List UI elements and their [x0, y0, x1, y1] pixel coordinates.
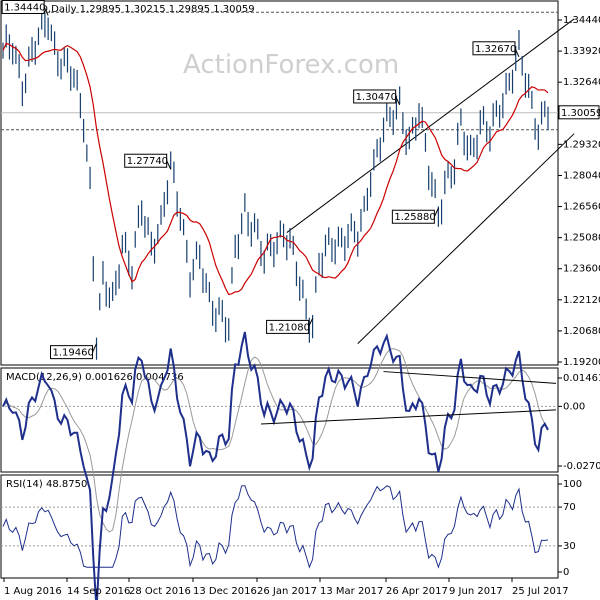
annotation-leader: [92, 343, 97, 353]
x-tick-label: 13 Mar 2017: [320, 586, 383, 597]
macd-panel: [0, 367, 559, 473]
rsi-tick-label: 30: [563, 541, 576, 552]
channel-lower-line: [357, 133, 575, 344]
macd-tick-label: 0.00: [563, 401, 585, 412]
annotation-leader: [43, 6, 49, 16]
x-tick-label: 26 Jan 2017: [257, 586, 317, 597]
rsi-tick-label: 70: [563, 502, 576, 513]
price-tick-label: 1.28040: [563, 170, 600, 181]
annotation-label: 1.30470: [356, 92, 397, 103]
annotation-box: [1, 0, 45, 14]
annotation-label: 1.27740: [127, 156, 168, 167]
annotation-leader: [514, 48, 520, 57]
x-tick-label: 1 Aug 2016: [4, 586, 62, 597]
price-tick-label: 1.25080: [563, 233, 600, 244]
price-panel: [0, 0, 559, 366]
rsi-tick-label: 0: [563, 567, 569, 578]
price-tick-label: 1.29320: [563, 139, 600, 150]
price-tick-label: 1.20680: [563, 326, 600, 337]
macd-plot: [1, 331, 558, 600]
price-tick-label: 1.22120: [563, 295, 600, 306]
annotation-box: [266, 319, 310, 334]
rsi-plot: [1, 485, 558, 569]
x-tick-label: 13 Dec 2016: [193, 586, 257, 597]
annotation-leader: [395, 96, 401, 106]
channel-upper-line: [286, 18, 575, 233]
axes: 1.344401.339201.326401.309601.293201.280…: [3, 15, 600, 597]
current-price-label: 1.30059: [561, 108, 600, 119]
macd-header: MACD(12,26,9) 0.001626 0.004736: [6, 372, 184, 383]
annotation-leader: [433, 208, 439, 217]
price-tick-label: 1.19200: [563, 357, 600, 368]
annotation-box: [50, 345, 94, 360]
moving-average-line: [2, 42, 549, 296]
rsi-line: [2, 485, 549, 569]
price-tick-label: 1.26560: [563, 202, 600, 213]
watermark: ActionForex.com: [183, 50, 399, 80]
price-header: GBPUSD,Daily 1.29895 1.30215 1.29895 1.3…: [6, 4, 255, 15]
annotation-label: 1.25880: [394, 212, 435, 223]
price-tick-label: 1.23600: [563, 264, 600, 275]
annotation-box: [391, 209, 435, 224]
annotation-label: 1.19460: [53, 348, 94, 359]
price-tick-label: 1.34440: [563, 15, 600, 26]
macd-trendline-lower: [260, 409, 557, 425]
price-plot: 1.34440 1.19460 1.27740 1.21080 1.30470 1.258…: [1, 0, 575, 360]
annotation-label: 1.21080: [269, 322, 310, 333]
macd-trendline-upper: [383, 371, 557, 384]
macd-tick-label: -0.027031: [563, 461, 600, 472]
annotation-box: [353, 89, 397, 104]
annotation-box: [472, 41, 516, 56]
x-tick-label: 14 Sep 2016: [67, 586, 130, 597]
x-tick-label: 25 Jul 2017: [512, 586, 569, 597]
rsi-tick-label: 100: [563, 479, 582, 490]
current-price-box: [558, 105, 600, 120]
annotation-leader: [166, 160, 172, 170]
annotation-box: [124, 153, 168, 168]
macd-line: [2, 331, 549, 600]
macd-tick-label: 0.014614: [563, 373, 600, 384]
annotation-label: 1.32670: [475, 44, 516, 55]
annotation-label: 1.34440: [4, 2, 45, 13]
macd-signal-line: [2, 348, 549, 533]
x-tick-label: 28 Oct 2016: [129, 586, 191, 597]
price-tick-label: 1.33920: [563, 46, 600, 57]
rsi-header: RSI(14) 48.8750: [6, 479, 87, 490]
x-tick-label: 26 Apr 2017: [386, 586, 448, 597]
x-tick-label: 9 Jun 2017: [449, 586, 503, 597]
annotation-leader: [308, 318, 314, 328]
price-tick-label: 1.32640: [563, 77, 600, 88]
